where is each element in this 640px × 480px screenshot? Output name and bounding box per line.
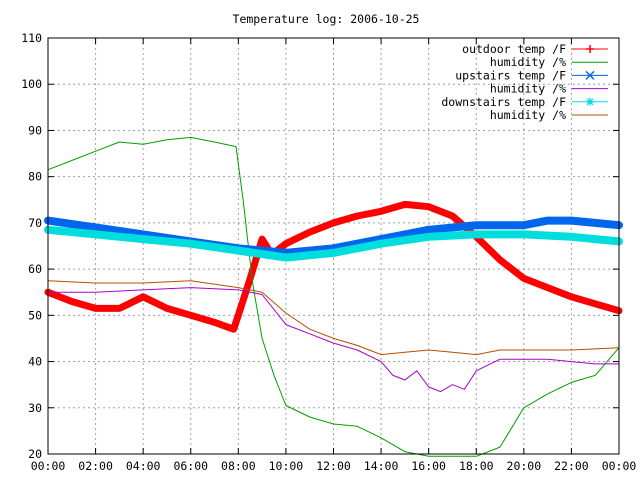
x-tick-label: 20:00 bbox=[507, 459, 542, 473]
legend-label: humidity /% bbox=[490, 82, 566, 96]
x-tick-label: 08:00 bbox=[221, 459, 256, 473]
y-tick-label: 100 bbox=[21, 77, 42, 91]
x-tick-label: 04:00 bbox=[126, 459, 161, 473]
legend-label: humidity /% bbox=[490, 108, 566, 122]
x-tick-label: 00:00 bbox=[31, 459, 66, 473]
series-lines bbox=[44, 136, 623, 457]
legend-marker bbox=[586, 45, 594, 53]
x-tick-label: 16:00 bbox=[411, 459, 446, 473]
x-tick-label: 22:00 bbox=[554, 459, 589, 473]
legend-label: downstairs temp /F bbox=[441, 95, 566, 109]
legend-label: humidity /% bbox=[490, 55, 566, 69]
x-tick-label: 18:00 bbox=[459, 459, 494, 473]
y-tick-label: 110 bbox=[21, 31, 42, 45]
x-tick-label: 12:00 bbox=[316, 459, 351, 473]
y-tick-label: 60 bbox=[28, 262, 42, 276]
series-line-0 bbox=[44, 200, 623, 333]
plot-frame bbox=[47, 37, 620, 455]
y-tick-label: 70 bbox=[28, 216, 42, 230]
series-line-3 bbox=[47, 287, 620, 393]
series-line-5 bbox=[47, 280, 620, 356]
axis-ticks: 20 30 40 50 60 70 80 90 100 110 00:00 02:00 04:00 06:… bbox=[21, 31, 636, 473]
legend-marker bbox=[585, 70, 595, 80]
legend-label: outdoor temp /F bbox=[462, 42, 566, 56]
series-line-4 bbox=[44, 225, 623, 262]
legend-marker bbox=[586, 97, 594, 106]
y-tick-label: 80 bbox=[28, 170, 42, 184]
legend-label: upstairs temp /F bbox=[455, 68, 566, 82]
series-line-1 bbox=[47, 136, 620, 457]
x-tick-label: 00:00 bbox=[602, 459, 637, 473]
x-tick-label: 02:00 bbox=[78, 459, 113, 473]
x-tick-label: 06:00 bbox=[173, 459, 208, 473]
y-tick-label: 90 bbox=[28, 123, 42, 137]
y-tick-label: 30 bbox=[28, 401, 42, 415]
chart-title: Temperature log: 2006-10-25 bbox=[233, 12, 420, 26]
x-tick-label: 10:00 bbox=[269, 459, 304, 473]
y-tick-label: 50 bbox=[28, 308, 42, 322]
y-tick-label: 40 bbox=[28, 355, 42, 369]
x-tick-label: 14:00 bbox=[364, 459, 399, 473]
y-tick-label: 20 bbox=[28, 447, 42, 461]
